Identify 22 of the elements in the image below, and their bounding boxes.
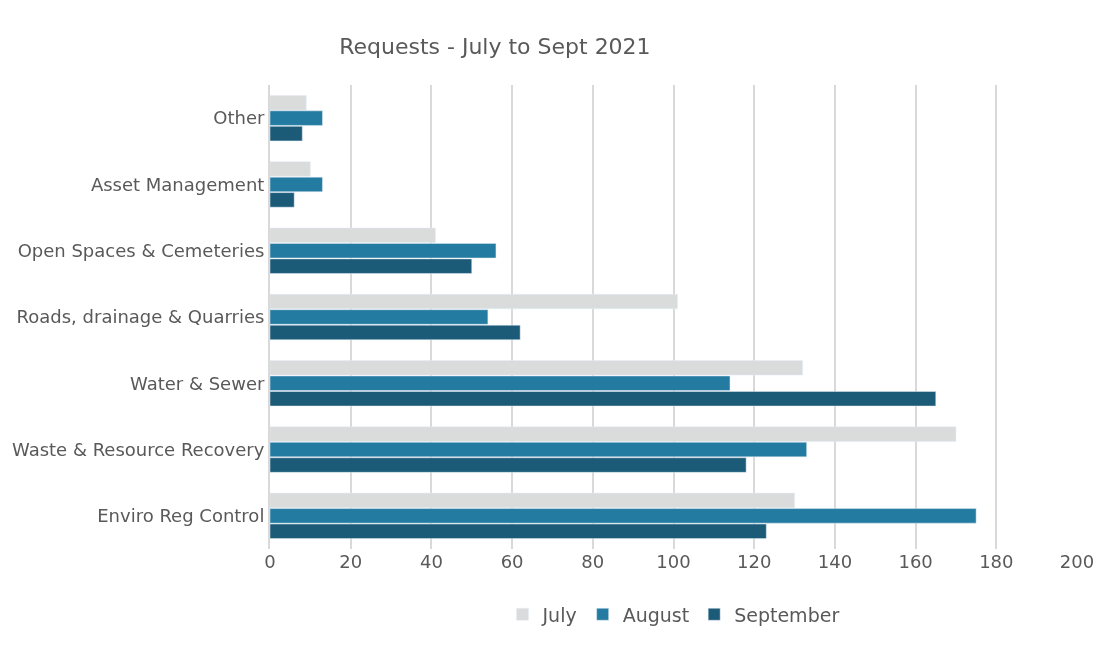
y-tick-label: Enviro Reg Control — [97, 505, 265, 527]
x-tick-label: 100 — [656, 551, 691, 572]
x-tick-label: 80 — [581, 551, 605, 572]
y-tick-label: Asset Management — [90, 173, 265, 195]
y-tick-label: Open Spaces & Cemeteries — [17, 240, 265, 262]
x-tick-label: 40 — [419, 551, 443, 572]
legend-label: July — [541, 603, 577, 626]
x-tick-label: 140 — [817, 551, 853, 572]
x-tick-label: 120 — [737, 551, 772, 572]
x-tick-label: 20 — [339, 551, 363, 572]
x-tick-label: 200 — [1059, 551, 1095, 572]
y-tick-label: Water & Sewer — [130, 372, 265, 394]
y-tick-label: Waste & Resource Recovery — [11, 438, 265, 460]
legend-label: September — [734, 603, 840, 626]
y-tick-label: Other — [213, 107, 265, 129]
chart-title: Requests - July to Sept 2021 — [339, 34, 651, 60]
x-tick-label: 160 — [898, 551, 933, 572]
x-tick-label: 180 — [979, 551, 1014, 572]
x-tick-label: 60 — [500, 551, 524, 572]
legend-label: August — [622, 603, 690, 626]
y-tick-label: Roads, drainage & Quarries — [16, 306, 265, 328]
x-tick-label: 0 — [264, 551, 276, 572]
